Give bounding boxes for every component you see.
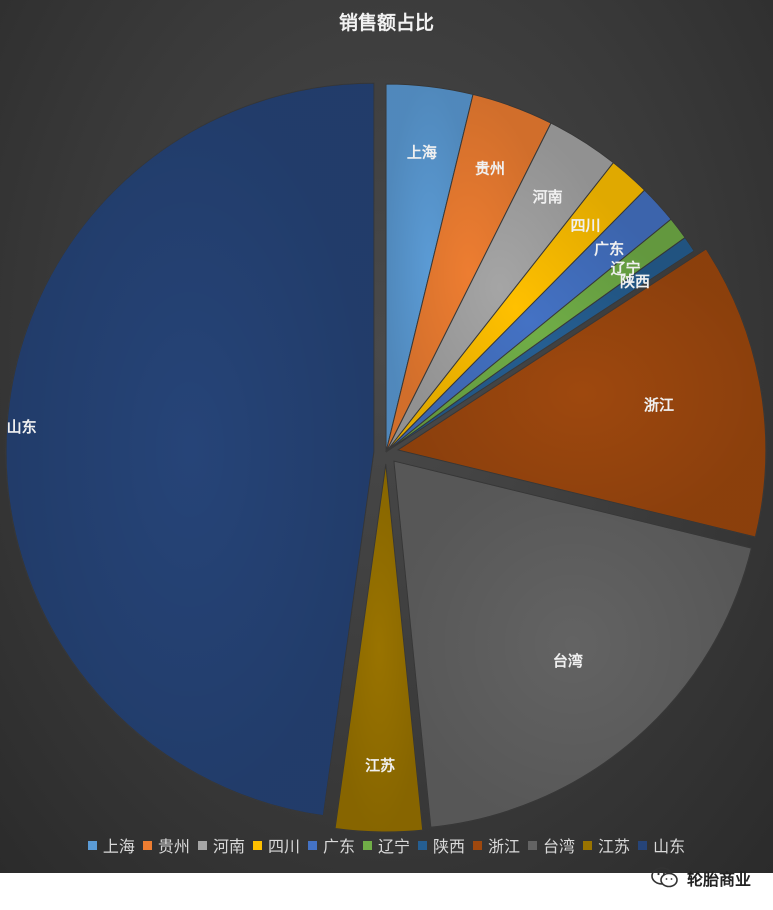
- legend-swatch-7: [473, 840, 483, 850]
- slice-label-1: 贵州: [475, 160, 505, 178]
- legend-label-6: 陕西: [433, 837, 466, 856]
- chart-title: 销售额占比: [338, 12, 434, 34]
- legend-item-1: 贵州: [142, 833, 190, 857]
- slice-label-8: 台湾: [553, 652, 583, 670]
- legend-swatch-6: [418, 840, 427, 850]
- legend-label-4: 广东: [322, 837, 355, 856]
- slice-label-9: 江苏: [365, 757, 395, 775]
- legend-swatch-2: [197, 840, 207, 850]
- pie-slice-shade-6: [386, 237, 695, 452]
- pie-slice-shade-7: [397, 248, 766, 538]
- legend-item-8: 台湾: [528, 833, 575, 857]
- legend-label-10: 山东: [653, 837, 686, 856]
- legend-item-10: 山东: [638, 833, 685, 857]
- legend-label-3: 四川: [267, 837, 300, 856]
- pie-slices: [5, 82, 767, 833]
- pie-slice-shade-4: [386, 190, 672, 452]
- legend-label-1: 贵州: [157, 837, 190, 856]
- legend-label-0: 上海: [102, 837, 135, 856]
- pie-slice-shade-8: [393, 461, 752, 828]
- legend-swatch-0: [87, 840, 97, 850]
- legend-swatch-8: [528, 840, 538, 850]
- watermark: 轮胎商业: [651, 866, 751, 890]
- slice-label-7: 浙江: [644, 396, 674, 414]
- pie-slice-shade-2: [386, 123, 614, 453]
- legend-item-9: 江苏: [583, 833, 630, 857]
- legend-item-4: 广东: [307, 833, 355, 857]
- legend-swatch-4: [307, 840, 317, 850]
- legend-item-6: 陕西: [418, 833, 465, 857]
- slice-label-6: 陕西: [620, 273, 650, 291]
- legend-item-5: 辽宁: [362, 833, 410, 857]
- slice-label-2: 河南: [533, 188, 563, 206]
- slice-label-4: 广东: [594, 240, 624, 258]
- pie-slice-shade-10: [6, 83, 375, 816]
- pie-slice-shade-3: [386, 162, 645, 452]
- legend-swatch-3: [252, 840, 262, 850]
- slice-label-5: 辽宁: [611, 260, 641, 278]
- legend-label-9: 江苏: [598, 837, 631, 856]
- pie-slice-shade-9: [335, 463, 423, 832]
- legend-item-0: 上海: [87, 833, 135, 857]
- slice-label-10: 山东: [7, 418, 37, 436]
- legend-swatch-5: [362, 840, 372, 850]
- legend-swatch-10: [638, 840, 648, 850]
- wechat-icon: [651, 867, 678, 888]
- pie-slice-shade-5: [386, 219, 686, 452]
- pie-slice-shade-1: [386, 94, 552, 453]
- chart-area: 销售额占比 上海 贵州 河南 四川 广东 辽宁 陕西 浙江 台湾 江苏 山东 上海 贵州 河南 四川 广东辽…: [0, 0, 773, 873]
- legend-swatch-9: [583, 840, 593, 850]
- legend-item-2: 河南: [197, 833, 245, 857]
- pie-slice-shade-0: [386, 84, 474, 452]
- legend-label-5: 辽宁: [377, 837, 410, 856]
- legend: 上海 贵州 河南 四川 广东 辽宁 陕西 浙江 台湾 江苏 山东: [0, 833, 773, 857]
- legend-label-2: 河南: [212, 837, 245, 856]
- legend-item-3: 四川: [252, 833, 300, 857]
- slice-label-3: 四川: [571, 217, 601, 235]
- slice-label-0: 上海: [407, 143, 437, 161]
- legend-swatch-1: [142, 840, 152, 850]
- legend-label-8: 台湾: [543, 837, 576, 856]
- legend-label-7: 浙江: [488, 837, 521, 856]
- watermark-text: 轮胎商业: [686, 870, 751, 889]
- legend-item-7: 浙江: [473, 833, 520, 857]
